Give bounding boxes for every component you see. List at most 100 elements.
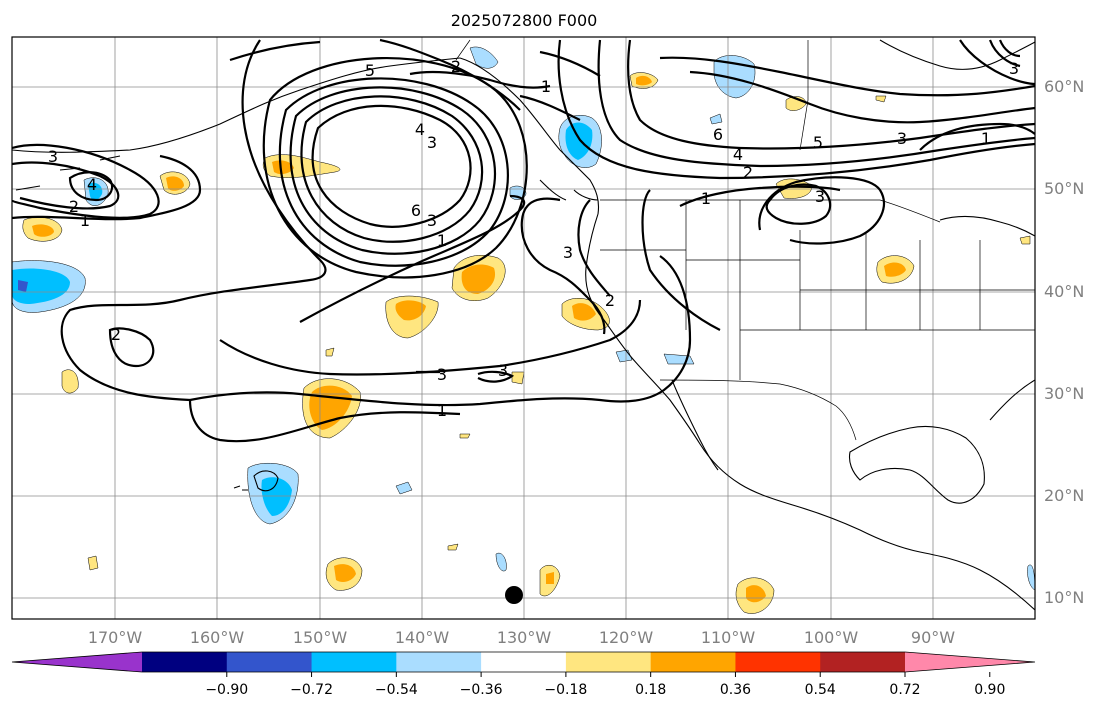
lon-label-140w: 140°W bbox=[395, 628, 450, 647]
positive-anomaly-region bbox=[511, 371, 525, 385]
negative-anomaly-region bbox=[469, 46, 499, 69]
positive-anomaly-core bbox=[884, 262, 906, 277]
colorbar-swatch bbox=[226, 652, 313, 672]
lon-label-110w: 110°W bbox=[701, 628, 756, 647]
contour-label-3-canada: 3 bbox=[897, 129, 907, 148]
positive-anomaly-core bbox=[166, 176, 184, 191]
lon-label-130w: 130°W bbox=[497, 628, 552, 647]
contour-label-1-north: 1 bbox=[541, 77, 551, 96]
negative-anomaly-core bbox=[88, 182, 103, 201]
colorbar-tick-label: 0.54 bbox=[805, 682, 836, 698]
positive-anomaly-region bbox=[61, 369, 79, 394]
positive-anomaly-core bbox=[572, 303, 596, 321]
map-area: 3 4 2 1 5 2 1 4 3 6 3 1 2 3 3 1 3 2 6 4 … bbox=[12, 37, 1035, 619]
colorbar-swatch bbox=[565, 652, 652, 672]
positive-anomaly-core bbox=[395, 300, 426, 321]
political-borders bbox=[455, 39, 1035, 441]
contour-label-1-gulf-south: 1 bbox=[437, 231, 447, 250]
colorbar-swatches bbox=[11, 651, 1036, 673]
colorbar-tick-label: −0.90 bbox=[205, 682, 248, 698]
contour-label-4-canada: 4 bbox=[733, 145, 743, 164]
positive-anomaly-region bbox=[1019, 235, 1031, 245]
contour-label-6-gulf: 6 bbox=[411, 201, 421, 220]
contour-label-6-canada: 6 bbox=[713, 125, 723, 144]
contour-label-1-rockies: 1 bbox=[701, 189, 711, 208]
contour-label-3-northeast: 3 bbox=[1009, 59, 1019, 78]
negative-anomaly-region bbox=[495, 552, 507, 572]
lat-label-60n: 60°N bbox=[1044, 77, 1084, 96]
colorbar-swatch bbox=[735, 652, 821, 672]
colorbar-tick-label: −0.36 bbox=[460, 682, 503, 698]
positive-anomaly-core bbox=[272, 160, 294, 175]
contour-label-3-pacific-b: 3 bbox=[498, 361, 508, 380]
contour-label-4-west: 4 bbox=[87, 175, 97, 194]
negative-anomaly-region bbox=[395, 481, 413, 495]
colorbar-swatch bbox=[142, 652, 228, 672]
negative-anomaly-peak bbox=[18, 280, 28, 292]
colorbar-extend-max bbox=[905, 652, 1035, 672]
map-frame bbox=[11, 36, 1036, 620]
contour-label-1-west: 1 bbox=[80, 211, 90, 230]
colorbar-swatch bbox=[311, 652, 397, 672]
coastlines bbox=[12, 39, 1035, 611]
lon-label-90w: 90°W bbox=[911, 628, 955, 647]
colorbar-tick-label: 0.72 bbox=[889, 682, 920, 698]
negative-anomaly-region bbox=[1027, 564, 1035, 591]
map-title: 2025072800 F000 bbox=[451, 11, 598, 30]
contour-label-3-west: 3 bbox=[48, 147, 58, 166]
colorbar-extend-min bbox=[12, 652, 142, 672]
positive-anomaly-region bbox=[87, 555, 99, 571]
colorbar-labels: −0.90 −0.72 −0.54 −0.36 −0.18 0.18 0.36 0.54 0.7… bbox=[205, 682, 1005, 698]
positive-anomaly-core bbox=[546, 572, 554, 584]
negative-anomaly-core bbox=[12, 268, 70, 304]
contour-label-3-gulf-south: 3 bbox=[427, 211, 437, 230]
longitude-labels: 170°W 160°W 150°W 140°W 130°W 120°W 110°… bbox=[88, 628, 955, 647]
lat-label-30n: 30°N bbox=[1044, 384, 1084, 403]
contour-label-2-gulf: 2 bbox=[451, 57, 461, 76]
positive-anomaly-region bbox=[447, 543, 459, 551]
colorbar-swatch bbox=[650, 652, 736, 672]
colorbar-swatch bbox=[481, 652, 567, 672]
contour-label-5-canada: 5 bbox=[813, 133, 823, 152]
contour-label-2-pacific: 2 bbox=[111, 325, 121, 344]
contour-label-3-coast: 3 bbox=[563, 243, 573, 262]
lat-label-50n: 50°N bbox=[1044, 179, 1084, 198]
contour-label-layer: 3 4 2 1 5 2 1 4 3 6 3 1 2 3 3 1 3 2 6 4 … bbox=[48, 57, 1019, 420]
colorbar-tick-label: 0.90 bbox=[974, 682, 1005, 698]
contour-label-2-california: 2 bbox=[605, 291, 615, 310]
contour-label-4-gulf: 4 bbox=[415, 120, 425, 139]
colorbar: −0.90 −0.72 −0.54 −0.36 −0.18 0.18 0.36 0.54 0.7… bbox=[11, 651, 1036, 698]
contour-lines bbox=[12, 38, 1035, 443]
positive-anomaly-core bbox=[334, 564, 356, 582]
positive-anomaly-core bbox=[636, 75, 652, 86]
contour-label-2-west: 2 bbox=[69, 197, 79, 216]
colorbar-tick-label: 0.18 bbox=[635, 682, 666, 698]
positive-anomaly-region bbox=[325, 347, 335, 357]
lon-label-160w: 160°W bbox=[190, 628, 245, 647]
contour-label-3-pacific-a: 3 bbox=[437, 365, 447, 384]
colorbar-tick-label: −0.54 bbox=[375, 682, 418, 698]
lon-label-150w: 150°W bbox=[293, 628, 348, 647]
contour-label-2-canada: 2 bbox=[743, 163, 753, 182]
contour-label-3-plains: 3 bbox=[815, 187, 825, 206]
positive-anomaly-region bbox=[459, 433, 471, 439]
latitude-labels: 10°N 20°N 30°N 40°N 50°N 60°N bbox=[1044, 77, 1084, 607]
lat-label-20n: 20°N bbox=[1044, 486, 1084, 505]
colorbar-tick-label: −0.72 bbox=[290, 682, 333, 698]
contour-label-3-gulf: 3 bbox=[427, 133, 437, 152]
lon-label-100w: 100°W bbox=[804, 628, 859, 647]
colorbar-ticks bbox=[226, 672, 991, 677]
contour-label-1-pacific: 1 bbox=[437, 401, 447, 420]
lat-label-40n: 40°N bbox=[1044, 282, 1084, 301]
location-marker bbox=[505, 586, 523, 604]
negative-anomaly-region bbox=[709, 113, 723, 125]
contour-label-5-gulf: 5 bbox=[365, 61, 375, 80]
contour-label-1-canada: 1 bbox=[981, 129, 991, 148]
lon-label-170w: 170°W bbox=[88, 628, 143, 647]
lat-label-10n: 10°N bbox=[1044, 588, 1084, 607]
positive-anomaly-region bbox=[875, 95, 887, 103]
negative-anomaly-core bbox=[261, 477, 292, 516]
lon-label-120w: 120°W bbox=[599, 628, 654, 647]
colorbar-tick-label: −0.18 bbox=[544, 682, 587, 698]
